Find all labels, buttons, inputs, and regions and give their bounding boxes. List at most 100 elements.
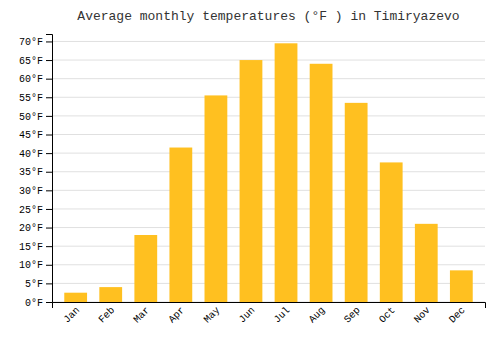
tick-label: 35°F	[19, 167, 43, 178]
bar	[99, 287, 122, 302]
tick-mark	[46, 265, 52, 266]
tick: Jul	[272, 305, 293, 326]
tick-mark	[46, 209, 52, 210]
tick: Mar	[132, 305, 153, 326]
grid-line	[52, 171, 485, 172]
tick: 10°F	[19, 260, 52, 271]
tick-mark	[46, 153, 52, 154]
axis-line	[53, 303, 486, 309]
tick-label: 0°F	[25, 298, 43, 309]
tick-mark	[46, 283, 52, 284]
tick-label: 15°F	[19, 242, 43, 253]
title: Average monthly temperatures (°F ) in Ti…	[77, 9, 459, 24]
grid-line	[52, 78, 485, 79]
tick: 45°F	[19, 130, 52, 141]
tick-label: 60°F	[19, 74, 43, 85]
tick-label: Jul	[272, 305, 293, 326]
tick: 55°F	[19, 93, 52, 104]
tick-label: 25°F	[19, 205, 43, 216]
tick-label: 40°F	[19, 149, 43, 160]
tick-mark	[46, 246, 52, 247]
axis-line	[46, 35, 53, 303]
tick-label: Nov	[412, 305, 433, 326]
tick-mark	[46, 302, 52, 303]
tick: Feb	[97, 305, 118, 326]
tick-label: 10°F	[19, 260, 43, 271]
tick-label: May	[202, 305, 223, 326]
bar	[275, 43, 298, 302]
tick-label: 45°F	[19, 130, 43, 141]
tick: 40°F	[19, 149, 52, 160]
grid-line	[52, 97, 485, 98]
tick-label: 55°F	[19, 93, 43, 104]
tick: 15°F	[19, 242, 52, 253]
bar	[450, 270, 473, 302]
tick-mark	[46, 228, 52, 229]
tick: 50°F	[19, 112, 52, 123]
tick: 0°F	[25, 298, 52, 309]
bar	[169, 148, 192, 302]
tick-mark	[46, 97, 52, 98]
tick: Apr	[167, 305, 188, 326]
grid-line	[52, 134, 485, 135]
tick-label: 20°F	[19, 223, 43, 234]
tick-label: Jun	[237, 305, 258, 326]
tick-label: Dec	[447, 305, 468, 326]
tick-label: Mar	[132, 305, 153, 326]
tick-mark	[46, 190, 52, 191]
bar	[345, 103, 368, 302]
x-axis: Jan Feb Mar Apr May Jun Jul Aug Sep Oct Nov Dec	[53, 303, 486, 326]
tick: 60°F	[19, 74, 52, 85]
grid-line	[52, 115, 485, 116]
tick: 70°F	[19, 37, 52, 48]
tick-label: 65°F	[19, 56, 43, 67]
bar	[415, 224, 438, 302]
tick-label: 5°F	[25, 279, 43, 290]
plot: 0°F 5°F 10°F 15°F 20°F 25°F 30°F 35°F 40°F 45°F 50…	[19, 35, 486, 326]
y-axis: 0°F 5°F 10°F 15°F 20°F 25°F 30°F 35°F 40°F 45°F 50…	[19, 35, 53, 309]
tick-mark	[46, 79, 52, 80]
tick: 20°F	[19, 223, 52, 234]
tick: Jun	[237, 305, 258, 326]
tick: 30°F	[19, 186, 52, 197]
grid	[52, 41, 485, 302]
tick-label: 30°F	[19, 186, 43, 197]
tick-label: Apr	[167, 305, 188, 326]
bar	[64, 293, 87, 302]
tick: 5°F	[25, 279, 52, 290]
chart: 0°F 5°F 10°F 15°F 20°F 25°F 30°F 35°F 40°F 45°F 50…	[0, 0, 500, 350]
tick-mark	[46, 135, 52, 136]
tick-label: Jan	[62, 305, 83, 326]
tick-label: 70°F	[19, 37, 43, 48]
bar	[205, 95, 228, 302]
tick: 65°F	[19, 56, 52, 67]
tick-mark	[46, 116, 52, 117]
tick-label: Oct	[377, 305, 398, 326]
tick-mark	[46, 60, 52, 61]
tick-mark	[46, 172, 52, 173]
tick: 25°F	[19, 205, 52, 216]
bar	[240, 60, 263, 302]
bar	[310, 64, 333, 302]
grid-line	[52, 208, 485, 209]
tick: May	[202, 305, 223, 326]
grid-line	[52, 190, 485, 191]
tick-label: Feb	[97, 305, 118, 326]
tick: Oct	[377, 305, 398, 326]
tick-mark	[46, 41, 52, 42]
bars	[64, 43, 472, 302]
bar	[134, 235, 157, 302]
tick-label: 50°F	[19, 112, 43, 123]
tick: 35°F	[19, 167, 52, 178]
tick: Dec	[447, 305, 468, 326]
grid-line	[52, 60, 485, 61]
tick: Sep	[342, 305, 363, 326]
tick-label: Aug	[307, 305, 328, 326]
grid-line	[52, 41, 485, 42]
tick: Nov	[412, 305, 433, 326]
bar	[380, 162, 403, 302]
tick-label: Sep	[342, 305, 363, 326]
grid-line	[52, 153, 485, 154]
tick: Jan	[62, 305, 83, 326]
tick: Aug	[307, 305, 328, 326]
